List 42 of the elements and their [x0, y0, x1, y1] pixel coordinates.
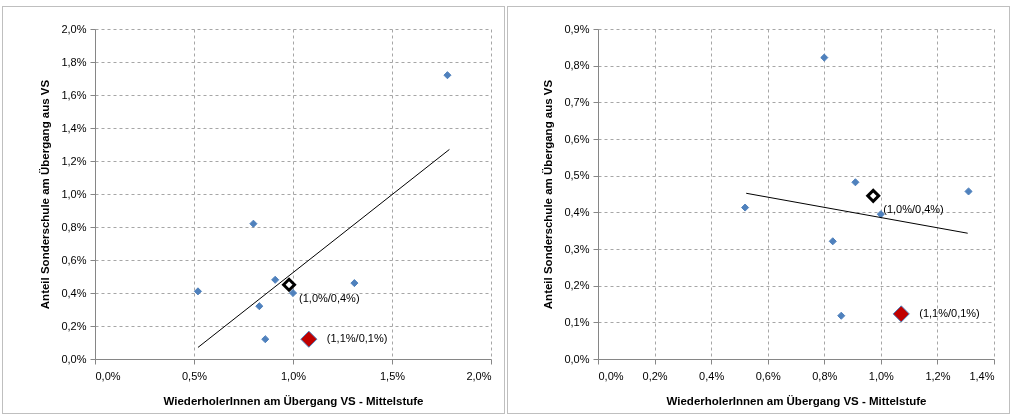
y-tick-label: 1,0%	[61, 187, 87, 200]
x-tick-label: 0,5%	[181, 369, 208, 382]
x-tick-label: 1,0%	[868, 369, 895, 382]
y-tick-label: 0,0%	[61, 352, 87, 365]
y-tick-label: 0,6%	[564, 132, 590, 145]
y-tick-label: 0,9%	[564, 22, 590, 35]
x-tick-label: 2,0%	[466, 369, 492, 382]
y-axis-title: Anteil Sonderschule am Übergang aus VS	[39, 79, 52, 310]
y-tick-label: 0,4%	[564, 205, 590, 218]
y-tick-label: 1,4%	[61, 121, 87, 134]
x-tick-label: 0,6%	[755, 369, 781, 382]
annotation: (1,1%/0,1%)	[919, 306, 980, 319]
x-tick-label: 1,0%	[280, 369, 307, 382]
x-tick-label: 0,2%	[642, 369, 668, 382]
x-tick-label: 1,4%	[969, 369, 995, 382]
x-tick-label: 0,0%	[598, 369, 624, 382]
y-tick-label: 1,2%	[61, 154, 87, 167]
y-tick-label: 2,0%	[61, 22, 87, 35]
x-tick-label: 0,0%	[95, 369, 121, 382]
y-tick-label: 0,7%	[564, 95, 590, 108]
y-tick-label: 0,2%	[61, 319, 87, 332]
annotation: (1,1%/0,1%)	[326, 332, 388, 345]
y-tick-label: 1,6%	[61, 88, 87, 101]
annotation: (1,0%/0,4%)	[299, 291, 360, 304]
y-tick-label: 0,1%	[564, 315, 590, 328]
y-tick-label: 0,8%	[564, 59, 590, 72]
x-tick-label: 0,8%	[812, 369, 838, 382]
x-tick-label: 1,5%	[379, 369, 406, 382]
y-tick-label: 0,6%	[61, 253, 87, 266]
x-axis-title: WiederholerInnen am Übergang VS - Mittelstufe	[666, 394, 927, 407]
y-tick-label: 1,8%	[61, 55, 87, 68]
y-tick-label: 0,8%	[61, 220, 87, 233]
y-tick-label: 0,5%	[564, 169, 590, 182]
y-tick-label: 0,3%	[564, 242, 590, 255]
y-axis-title: Anteil Sonderschule am Übergang aus VS	[542, 79, 555, 310]
y-tick-label: 0,0%	[564, 352, 590, 365]
y-tick-label: 0,2%	[564, 279, 590, 292]
x-tick-label: 0,4%	[699, 369, 725, 382]
y-tick-label: 0,4%	[61, 286, 87, 299]
x-axis-title: WiederholerInnen am Übergang VS - Mittelstufe	[163, 394, 424, 407]
annotation: (1,0%/0,4%)	[883, 202, 944, 215]
x-tick-label: 1,2%	[925, 369, 951, 382]
